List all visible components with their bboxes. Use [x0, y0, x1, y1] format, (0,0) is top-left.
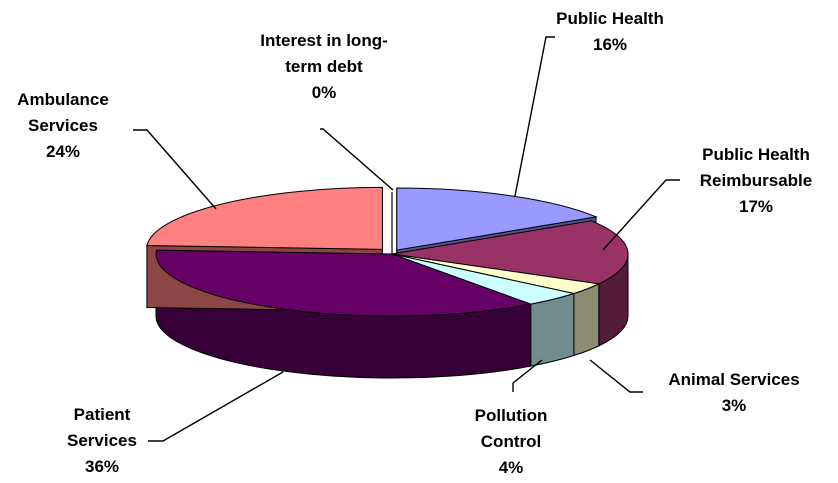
leader-line-pollution-control	[512, 359, 543, 392]
slice-public-health	[396, 187, 598, 251]
slice-percent-label: 36%	[85, 457, 119, 476]
slice-percent-label: 0%	[312, 83, 337, 102]
slice-percent-label: 17%	[739, 197, 773, 216]
data-label-ambulance-services: Ambulance Services 24%	[17, 90, 109, 161]
slice-public-health-reimbursable	[391, 220, 629, 285]
leader-line-animal-services	[589, 359, 643, 393]
slice-side-pollution-control	[530, 292, 575, 367]
leader-line-patient-services	[148, 371, 284, 442]
slice-percent-label: 4%	[499, 458, 524, 477]
leader-line-public-health	[514, 36, 555, 197]
slice-name-label: Services	[67, 431, 137, 450]
leader-line-ambulance-services	[133, 129, 217, 210]
slice-name-label: Control	[481, 432, 541, 451]
data-label-pollution-control: Pollution Control 4%	[475, 406, 548, 477]
leader-line-interest-in-long-term-debt	[320, 128, 394, 191]
slice-name-label: Animal Services	[668, 370, 799, 389]
slice-name-label: Patient	[74, 405, 131, 424]
leader-lines	[133, 36, 680, 442]
data-label-interest-in-long-term-debt: Interest in long-term debt 0%	[260, 31, 388, 102]
slice-name-label: Interest in long-	[260, 31, 388, 50]
slice-side-animal-services	[573, 283, 600, 357]
slice-patient-services	[155, 249, 533, 317]
slice-name-label: Reimbursable	[700, 171, 812, 190]
slice-ambulance-services	[146, 186, 383, 250]
slice-name-label: Ambulance	[17, 90, 109, 109]
data-label-public-health: Public Health 16%	[556, 9, 664, 54]
slice-name-label: Public Health	[556, 9, 664, 28]
slice-name-label: Public Health	[702, 145, 810, 164]
leader-line-public-health-reimbursable	[602, 179, 680, 251]
slice-name-label: Services	[28, 116, 98, 135]
slice-name-label: term debt	[285, 57, 363, 76]
pie-slice-tops	[146, 186, 629, 317]
slice-percent-label: 24%	[46, 142, 80, 161]
data-label-patient-services: Patient Services 36%	[67, 405, 137, 476]
slice-labels: Public Health 16% Public Health Reimbursabl…	[17, 9, 812, 477]
slice-percent-label: 3%	[722, 396, 747, 415]
slice-percent-label: 16%	[593, 35, 627, 54]
data-label-public-health-reimbursable: Public Health Reimbursable 17%	[700, 145, 812, 216]
data-label-animal-services: Animal Services 3%	[668, 370, 799, 415]
slice-name-label: Pollution	[475, 406, 548, 425]
